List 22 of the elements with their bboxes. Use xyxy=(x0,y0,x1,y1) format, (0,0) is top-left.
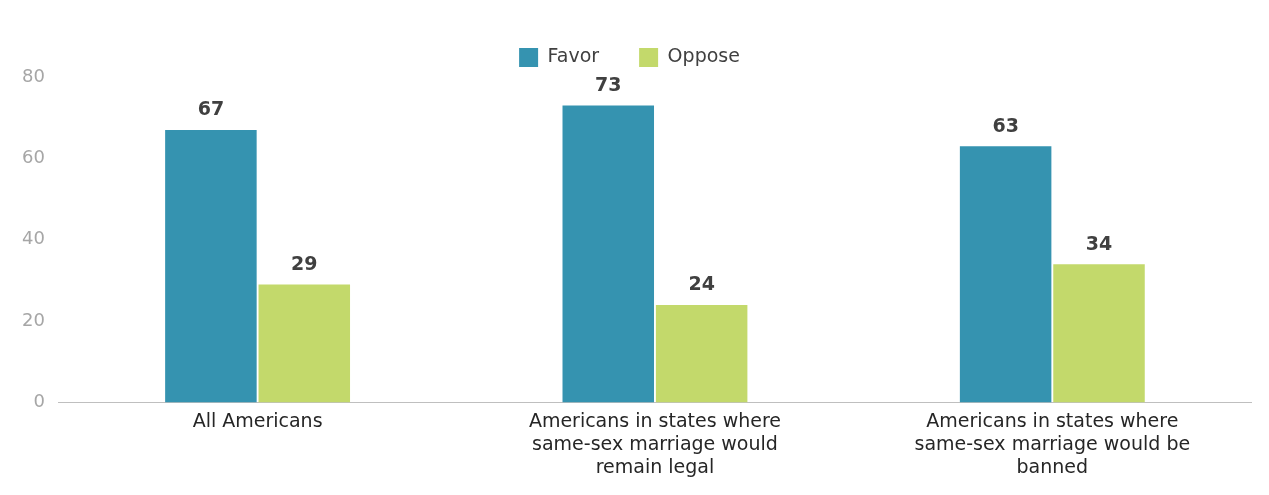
bar xyxy=(562,105,655,403)
y-tick-label: 80 xyxy=(22,64,45,86)
legend-label: Oppose xyxy=(667,44,740,67)
x-tick-label: All Americans xyxy=(192,408,323,431)
bar xyxy=(959,146,1052,403)
bar xyxy=(655,304,748,403)
data-label: 73 xyxy=(595,72,622,95)
data-label: 29 xyxy=(291,252,318,275)
data-label: 67 xyxy=(197,97,225,120)
y-tick-label: 40 xyxy=(22,227,45,249)
y-tick-label: 60 xyxy=(22,146,45,168)
x-tick-label: Americans in states where same-sex marriage would be banned xyxy=(914,408,1191,477)
x-tick-label: Americans in states where same-sex marriage would remain legal xyxy=(528,408,782,477)
data-label: 63 xyxy=(992,113,1019,136)
legend-label: Favor xyxy=(547,44,600,67)
y-tick-label: 20 xyxy=(22,308,45,330)
bar xyxy=(258,284,351,403)
bar xyxy=(165,129,257,403)
data-label: 24 xyxy=(688,272,715,295)
y-tick-label: 0 xyxy=(33,390,45,412)
data-label: 34 xyxy=(1085,231,1113,254)
bar xyxy=(1053,264,1145,403)
